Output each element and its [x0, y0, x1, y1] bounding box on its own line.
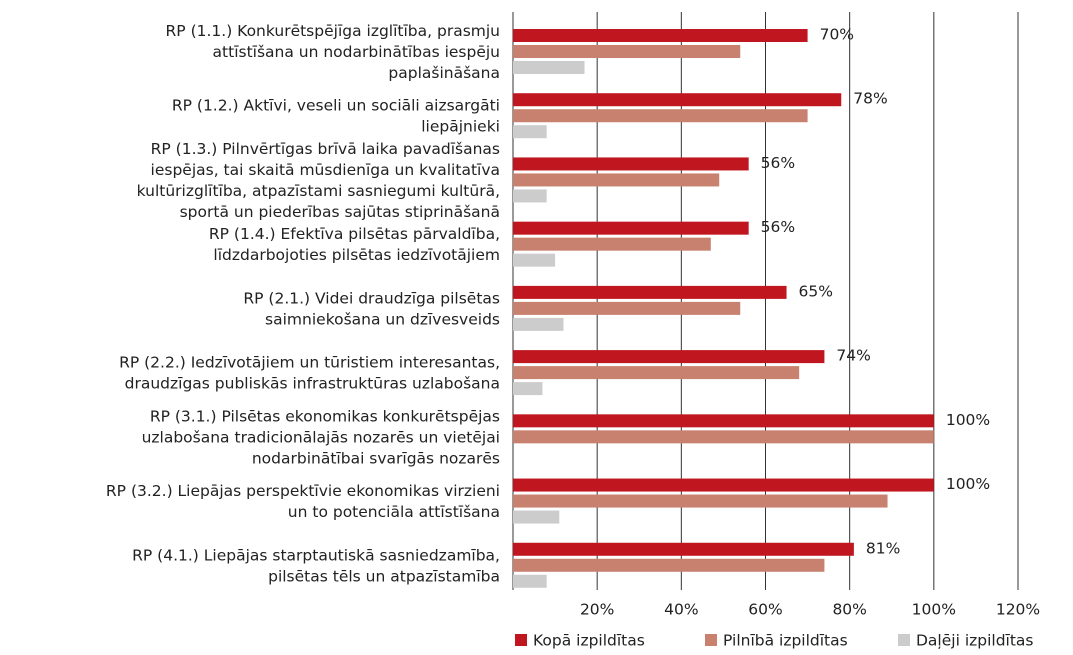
- bar: [513, 157, 749, 171]
- legend-swatch: [705, 634, 717, 646]
- category-label-line: paplašināšana: [388, 64, 500, 82]
- bar: [513, 237, 711, 251]
- category-label: RP (1.2.) Aktīvi, veseli un sociāli aizs…: [172, 96, 500, 135]
- category-label-line: RP (3.1.) Pilsētas ekonomikas konkurētsp…: [150, 407, 500, 425]
- bar: [513, 285, 787, 299]
- category-label: RP (3.2.) Liepājas perspektīvie ekonomik…: [106, 482, 500, 521]
- x-tick-label: 60%: [748, 601, 782, 619]
- bar: [513, 173, 720, 187]
- bar: [513, 558, 825, 572]
- data-label: 100%: [946, 411, 990, 429]
- bar: [513, 414, 934, 428]
- category-label-line: RP (1.4.) Efektīva pilsētas pārvaldība,: [209, 225, 500, 243]
- category-label: RP (2.1.) Videi draudzīga pilsētas saimni…: [243, 289, 500, 328]
- bar: [513, 350, 825, 364]
- category-label-line: saimniekošana un dzīvesveids: [265, 310, 500, 328]
- category-label-line: RP (2.2.) Iedzīvotājiem un tūristiem int…: [119, 353, 500, 371]
- data-label: 100%: [946, 475, 990, 493]
- category-label-line: liepājnieki: [421, 117, 500, 135]
- category-label-line: RP (4.1.) Liepājas starptautiskā sasnied…: [132, 546, 500, 564]
- bar: [513, 510, 560, 524]
- bar: [513, 382, 543, 396]
- category-label-line: RP (1.2.) Aktīvi, veseli un sociāli aizs…: [172, 96, 500, 114]
- category-label-line: un to potenciāla attīstīšana: [288, 503, 500, 521]
- bar: [513, 253, 556, 267]
- bar: [513, 221, 749, 235]
- data-label: 81%: [866, 539, 900, 557]
- bar: [513, 542, 854, 556]
- x-tick-label: 120%: [996, 601, 1040, 619]
- category-label-line: pilsētas tēls un atpazīstamība: [268, 567, 500, 585]
- category-label-line: sportā un piederības sajūtas stiprināšan…: [180, 202, 500, 220]
- category-label: RP (1.3.) Pilnvērtīgas brīvā laika pavad…: [137, 139, 500, 220]
- bar: [513, 317, 564, 331]
- bar: [513, 430, 934, 444]
- category-label: RP (3.1.) Pilsētas ekonomikas konkurētsp…: [142, 407, 500, 467]
- category-label: RP (1.4.) Efektīva pilsētas pārvaldība, l…: [209, 225, 500, 264]
- bar: [513, 189, 547, 203]
- data-label: 70%: [820, 26, 854, 44]
- data-label: 78%: [853, 90, 887, 108]
- x-tick-label: 80%: [832, 601, 866, 619]
- data-label: 56%: [761, 218, 795, 236]
- bar: [513, 93, 842, 107]
- bar: [513, 366, 800, 380]
- category-label: RP (1.1.) Konkurētspējīga izglītība, pra…: [166, 22, 500, 82]
- legend-label: Daļēji izpildītas: [916, 632, 1034, 650]
- category-label-line: iespējas, tai skaitā mūsdienīga un kvali…: [151, 160, 500, 178]
- category-label-line: attīstīšana un nodarbinātības iespēju: [213, 43, 500, 61]
- bar: [513, 61, 585, 74]
- x-tick-label: 40%: [664, 601, 698, 619]
- legend-label: Kopā izpildītas: [533, 632, 645, 650]
- data-label: 74%: [836, 347, 870, 365]
- x-tick-label: 100%: [912, 601, 956, 619]
- category-label-line: līdzdarbojoties pilsētas iedzīvotājiem: [213, 246, 500, 264]
- category-label: RP (4.1.) Liepājas starptautiskā sasnied…: [132, 546, 500, 585]
- category-label-line: RP (2.1.) Videi draudzīga pilsētas: [243, 289, 500, 307]
- category-label-line: nodarbinātībai svarīgās nozarēs: [252, 449, 500, 467]
- legend-swatch: [898, 634, 910, 646]
- data-label: 65%: [799, 282, 833, 300]
- category-label-line: kultūrizglītība, atpazīstami sasniegumi …: [137, 181, 500, 199]
- bar: [513, 29, 808, 42]
- category-label-line: draudzīgas publiskās infrastruktūras uzl…: [125, 374, 500, 392]
- bar: [513, 109, 808, 123]
- bar: [513, 574, 547, 588]
- x-tick-label: 20%: [580, 601, 614, 619]
- category-label-line: RP (3.2.) Liepājas perspektīvie ekonomik…: [106, 482, 500, 500]
- legend-label: Pilnībā izpildītas: [723, 632, 848, 650]
- category-label-line: RP (1.3.) Pilnvērtīgas brīvā laika pavad…: [151, 139, 500, 157]
- data-label: 56%: [761, 154, 795, 172]
- bar: [513, 125, 547, 139]
- bar: [513, 494, 888, 508]
- category-label: RP (2.2.) Iedzīvotājiem un tūristiem int…: [119, 353, 500, 392]
- bar: [513, 478, 934, 492]
- category-label-line: RP (1.1.) Konkurētspējīga izglītība, pra…: [166, 22, 500, 40]
- bar: [513, 45, 741, 58]
- category-label-line: uzlabošana tradicionālajās nozarēs un vi…: [142, 428, 500, 446]
- bar: [513, 301, 741, 315]
- legend-swatch: [515, 634, 527, 646]
